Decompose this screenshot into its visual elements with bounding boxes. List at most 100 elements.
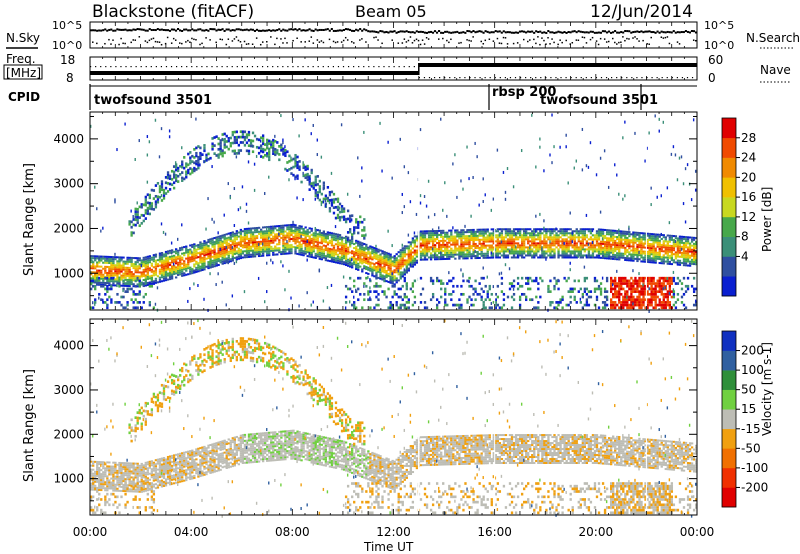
heatmap-cell — [259, 155, 263, 158]
heatmap-cell — [494, 252, 497, 255]
heatmap-cell — [189, 250, 192, 253]
heatmap-cell — [494, 240, 497, 243]
heatmap-cell — [144, 256, 147, 259]
heatmap-cell — [264, 300, 266, 304]
heatmap-cell — [290, 166, 293, 170]
heatmap-cell — [522, 248, 526, 251]
heatmap-cell — [476, 246, 479, 249]
heatmap-cell — [146, 209, 149, 213]
heatmap-cell — [458, 255, 461, 258]
heatmap-cell — [567, 250, 570, 253]
noise-point — [450, 38, 452, 41]
heatmap-cell — [440, 243, 443, 246]
heatmap-cell — [490, 208, 493, 212]
heatmap-cell — [314, 256, 317, 259]
heatmap-cell — [587, 238, 591, 241]
heatmap-cell — [494, 254, 497, 257]
heatmap-cell — [452, 226, 454, 230]
heatmap-cell — [486, 292, 489, 296]
heatmap-cell — [438, 239, 441, 243]
heatmap-cell — [266, 252, 269, 255]
heatmap-cell — [142, 256, 145, 259]
heatmap-cell — [518, 252, 522, 255]
heatmap-cell — [529, 287, 532, 291]
heatmap-cell — [444, 301, 447, 304]
heatmap-cell — [389, 255, 392, 258]
heatmap-cell — [375, 272, 378, 275]
heatmap-cell — [421, 250, 425, 253]
heatmap-cell — [409, 200, 412, 204]
heatmap-cell — [294, 238, 297, 241]
heatmap-cell — [322, 181, 326, 185]
heatmap-cell — [456, 239, 459, 242]
heatmap-cell — [476, 250, 479, 253]
heatmap-cell — [118, 256, 121, 259]
heatmap-cell — [272, 227, 275, 230]
nave-point — [686, 77, 689, 79]
heatmap-cell — [278, 241, 281, 244]
heatmap-cell — [472, 243, 475, 246]
heatmap-cell — [340, 262, 344, 265]
heatmap-cell — [168, 261, 172, 264]
heatmap-cell — [274, 245, 277, 248]
heatmap-cell — [241, 250, 245, 253]
heatmap-cell — [150, 276, 154, 280]
heatmap-cell — [132, 290, 135, 293]
heatmap-cell — [405, 301, 408, 304]
heatmap-cell — [205, 159, 208, 162]
heatmap-cell — [510, 284, 514, 288]
heatmap-cell — [247, 227, 251, 230]
heatmap-cell — [189, 272, 192, 275]
heatmap-cell — [579, 232, 582, 235]
heatmap-cell — [579, 256, 582, 259]
heatmap-cell — [486, 240, 489, 243]
heatmap-cell — [403, 303, 406, 307]
heatmap-cell — [421, 236, 425, 239]
heatmap-cell — [100, 269, 103, 272]
heatmap-cell — [96, 255, 99, 258]
heatmap-cell — [158, 155, 161, 159]
heatmap-cell — [506, 250, 510, 253]
heatmap-cell — [231, 253, 234, 256]
heatmap-cell — [128, 258, 131, 261]
noise-point — [243, 28, 246, 31]
heatmap-cell — [239, 232, 243, 235]
heatmap-cell — [247, 237, 251, 240]
heatmap-cell — [330, 232, 334, 235]
heatmap-cell — [195, 266, 198, 269]
heatmap-cell — [425, 248, 429, 251]
heatmap-cell — [286, 224, 289, 227]
heatmap-cell — [116, 301, 119, 304]
heatmap-cell — [112, 280, 115, 283]
heatmap-cell — [397, 306, 400, 310]
heatmap-cell — [460, 249, 463, 252]
heatmap-cell — [510, 246, 514, 249]
heatmap-cell — [314, 178, 317, 181]
heatmap-cell — [367, 292, 370, 296]
heatmap-cell — [423, 238, 427, 241]
heatmap-cell — [241, 238, 245, 241]
heatmap-cell — [557, 287, 560, 291]
heatmap-cell — [525, 230, 527, 234]
heatmap-cell — [334, 233, 338, 236]
heatmap-cell — [423, 254, 427, 257]
heatmap-cell — [385, 274, 388, 277]
heatmap-cell — [108, 270, 111, 273]
heatmap-cell — [494, 256, 497, 259]
heatmap-cell — [118, 282, 121, 285]
heatmap-cell — [348, 214, 352, 218]
heatmap-cell — [241, 141, 245, 144]
heatmap-cell — [312, 240, 315, 243]
heatmap-cell — [470, 303, 473, 307]
heatmap-cell — [462, 245, 465, 248]
heatmap-cell — [551, 301, 554, 304]
heatmap-cell — [116, 292, 119, 296]
heatmap-cell — [348, 257, 352, 260]
heatmap-cell — [482, 252, 485, 255]
heatmap-cell — [415, 261, 419, 264]
heatmap-cell — [308, 239, 311, 242]
heatmap-cell — [98, 273, 101, 276]
heatmap-cell — [144, 276, 147, 279]
heatmap-cell — [359, 292, 362, 296]
heatmap-cell — [136, 201, 138, 205]
